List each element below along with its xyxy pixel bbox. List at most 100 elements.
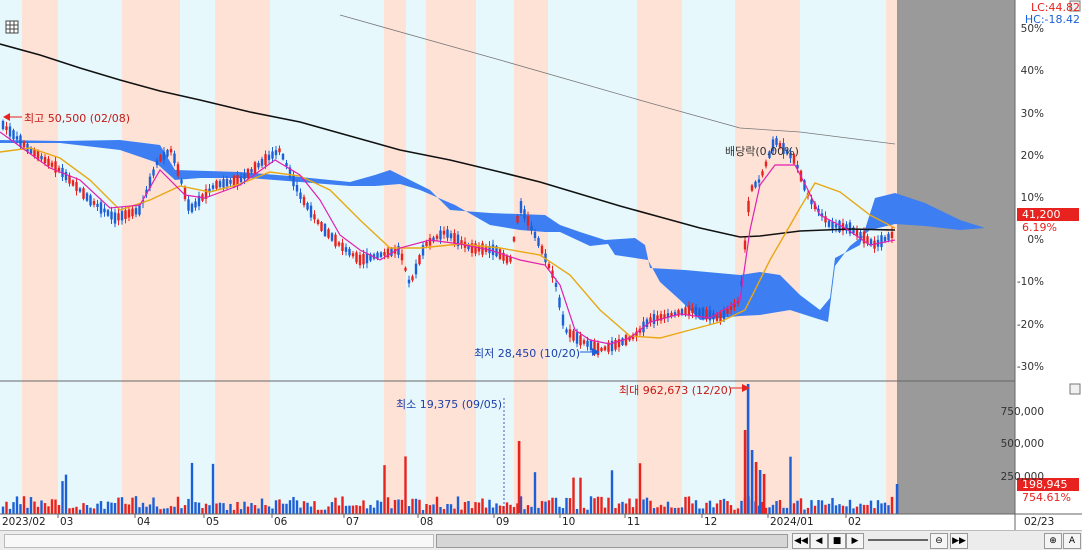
volume-bar (848, 499, 852, 514)
volume-bar (512, 507, 516, 514)
volume-bar (330, 502, 334, 514)
volume-bar (131, 497, 134, 514)
downtrend-band (800, 0, 886, 514)
candle-body (54, 161, 57, 173)
candle-body (491, 244, 495, 256)
volume-bar (281, 503, 285, 514)
scroll-next-button[interactable]: ▶ (846, 533, 864, 549)
candle-body (533, 232, 537, 238)
volume-bar (190, 462, 194, 514)
volume-bar (47, 506, 50, 514)
volume-bar (834, 505, 838, 514)
volume-bar (869, 500, 873, 514)
volume-bar (491, 507, 495, 514)
candle-body (890, 232, 894, 238)
candle-body (89, 195, 92, 206)
volume-bar (712, 507, 715, 514)
scroll-prev-button[interactable]: ◀ (810, 533, 828, 549)
candle-body (771, 139, 775, 152)
stock-chart[interactable] (0, 0, 1082, 530)
volume-bar (204, 503, 208, 514)
candle-body (659, 313, 663, 321)
long-moving-average (0, 43, 896, 238)
candle-body (208, 188, 211, 193)
candle-body (351, 253, 355, 257)
candle-body (456, 234, 460, 247)
volume-bar (673, 507, 677, 514)
price-axis-label: 40% (1020, 65, 1044, 77)
scroll-thumb[interactable] (436, 534, 788, 548)
volume-bar (218, 502, 222, 514)
candle-body (211, 185, 215, 189)
candle-body (8, 126, 12, 137)
volume-bar (82, 503, 85, 514)
downtrend-band (548, 0, 637, 514)
volume-bar (666, 501, 670, 514)
candle-body (663, 314, 666, 319)
candle-body (694, 306, 698, 317)
zoom-slider[interactable] (868, 539, 928, 541)
volume-bar (176, 496, 180, 514)
volume-spike (746, 384, 750, 514)
candle-body (495, 246, 498, 257)
candle-body (803, 180, 806, 191)
candle-body (568, 329, 572, 338)
volume-bar (390, 508, 393, 514)
scroll-track[interactable] (4, 534, 434, 548)
zoom-in-button[interactable]: ⊕ (1044, 533, 1062, 549)
candle-body (715, 313, 719, 321)
scroll-stop-button[interactable]: ■ (828, 533, 846, 549)
candle-body (15, 136, 19, 140)
volume-bar (15, 496, 19, 514)
volume-bar (488, 499, 491, 514)
volume-bar (278, 499, 281, 514)
price-scale-button[interactable] (1069, 0, 1081, 12)
candle-body (789, 152, 792, 159)
volume-bar (442, 509, 446, 514)
volume-bar (215, 503, 218, 514)
volume-bar (145, 506, 148, 514)
candle-body (596, 343, 600, 355)
candle-body (68, 175, 71, 184)
candle-body (243, 173, 246, 180)
text-button[interactable]: A (1063, 533, 1081, 549)
volume-bar (516, 503, 519, 514)
zoom-out-button[interactable]: ⊖ (930, 533, 948, 549)
candle-body (187, 199, 190, 211)
volume-bar (12, 502, 15, 514)
candle-body (589, 340, 593, 351)
candle-body (747, 200, 750, 213)
chart-scrollbar[interactable]: ◀◀ ◀ ■ ▶ ⊖ ▶▶ ⊕ A (0, 530, 1082, 550)
volume-bar (733, 509, 736, 514)
volume-bar (50, 499, 54, 514)
candle-body (71, 180, 75, 186)
volume-bar (425, 503, 428, 514)
candle-body (155, 160, 159, 166)
volume-bar (806, 507, 810, 514)
cloud-area (0, 140, 985, 322)
candle-body (110, 211, 113, 220)
volume-bar (827, 503, 831, 514)
scroll-last-button[interactable]: ▶▶ (950, 533, 968, 549)
candle-body (428, 237, 432, 246)
scroll-first-button[interactable]: ◀◀ (792, 533, 810, 549)
candle-body (337, 242, 341, 246)
downtrend-band (292, 0, 384, 514)
volume-bar (295, 500, 299, 514)
volume-bar (498, 505, 502, 514)
downtrend-band (270, 0, 292, 514)
candle-body (362, 253, 365, 265)
volume-bar (432, 504, 435, 514)
volume-bar (603, 507, 607, 514)
volume-bar (400, 499, 404, 514)
volume-bar (526, 505, 530, 514)
volume-bar (509, 504, 512, 514)
volume-bar (358, 505, 362, 514)
candle-body (106, 210, 110, 216)
volume-bar (33, 501, 36, 514)
price-axis-label: -20% (1016, 319, 1044, 331)
volume-scale-button[interactable] (1069, 383, 1081, 395)
volume-bar (530, 506, 533, 514)
grid-icon[interactable] (5, 20, 19, 34)
candle-body (78, 188, 82, 192)
